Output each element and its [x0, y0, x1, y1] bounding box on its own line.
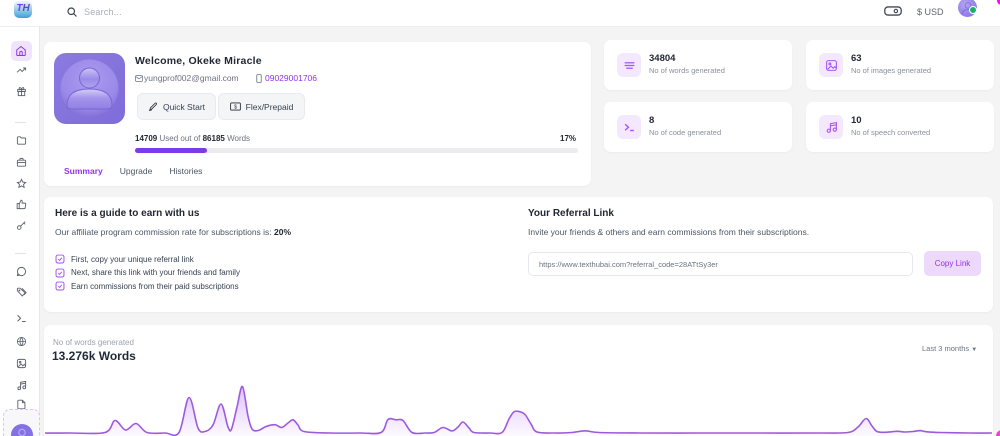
- svg-text:$: $: [234, 104, 237, 110]
